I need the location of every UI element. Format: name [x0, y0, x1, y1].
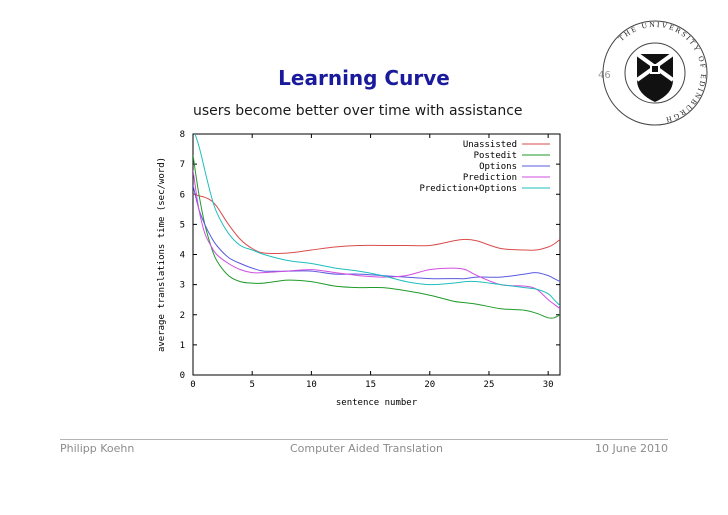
x-tick-label: 10 — [306, 380, 317, 390]
legend-label-unassisted: Unassisted — [463, 140, 517, 150]
legend-label-prediction: Prediction — [463, 173, 517, 183]
y-axis-label: average translations time (sec/word) — [157, 157, 167, 352]
y-tick-label: 6 — [180, 190, 185, 200]
y-tick-label: 1 — [180, 341, 185, 351]
y-tick-label: 2 — [180, 311, 185, 321]
slide-subtitle: users become better over time with assis… — [193, 103, 523, 119]
x-axis-label: sentence number — [336, 398, 418, 408]
learning-curve-chart: 0 5 10 15 20 25 30 0 1 2 3 4 5 6 7 8 sentence number aver… — [157, 130, 561, 408]
y-tick-label: 8 — [180, 130, 185, 140]
x-tick-label: 25 — [484, 380, 495, 390]
y-tick-label: 7 — [180, 160, 185, 170]
y-tick-label: 5 — [180, 220, 185, 230]
legend-label-prediction-options: Prediction+Options — [419, 184, 517, 194]
footer-rule — [60, 439, 668, 440]
slide-title: Learning Curve — [278, 66, 450, 90]
legend-label-options: Options — [479, 162, 517, 172]
university-logo: THE UNIVERSITY OF EDINBURGH — [602, 20, 708, 126]
x-tick-label: 5 — [249, 380, 254, 390]
series-line-unassisted — [193, 193, 560, 254]
footer-date: 10 June 2010 — [595, 442, 668, 455]
y-tick-label: 4 — [180, 251, 185, 261]
y-tick-label: 0 — [180, 371, 185, 381]
y-tick-label: 3 — [180, 281, 185, 291]
page-number: 46 — [598, 70, 611, 81]
x-tick-label: 0 — [190, 380, 195, 390]
footer-talk-title: Computer Aided Translation — [290, 442, 443, 455]
legend-label-postedit: Postedit — [474, 151, 517, 161]
series-line-prediction — [193, 170, 560, 310]
footer-author: Philipp Koehn — [60, 442, 135, 455]
series-line-options — [193, 185, 560, 283]
x-tick-label: 20 — [424, 380, 435, 390]
series-line-prediction-options — [194, 134, 560, 307]
series-line-postedit — [193, 155, 560, 319]
x-tick-label: 30 — [543, 380, 554, 390]
x-tick-label: 15 — [365, 380, 376, 390]
